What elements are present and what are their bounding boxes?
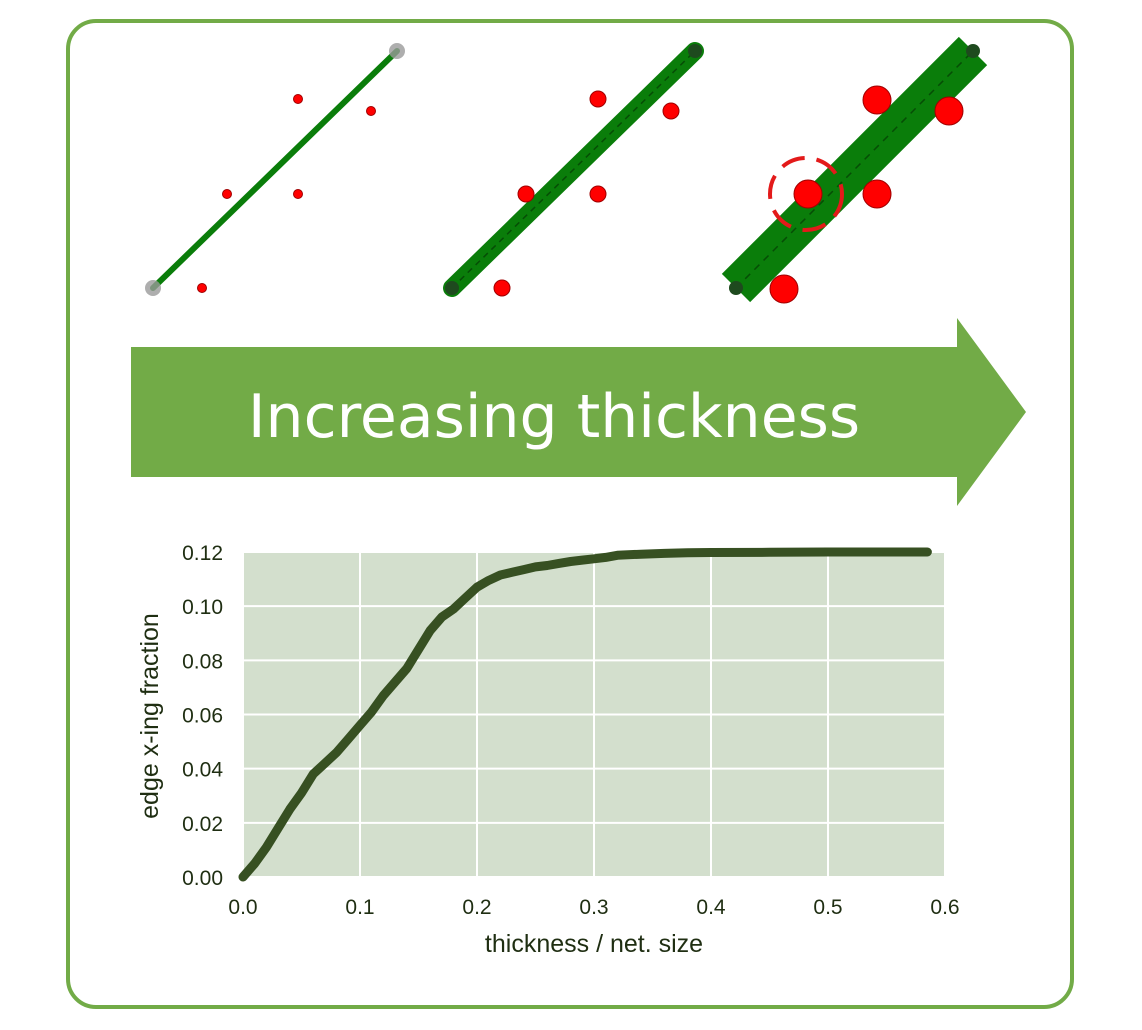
network-node — [293, 94, 303, 104]
y-tick-labels: 0.00 0.02 0.04 0.06 0.08 0.10 0.12 — [182, 542, 223, 890]
illustration-panel-medium — [443, 42, 704, 297]
illustration-panel-thin — [145, 43, 405, 296]
network-node — [793, 179, 823, 209]
banner-text: Increasing thickness — [248, 382, 860, 452]
network-node — [934, 96, 964, 126]
y-tick-label: 0.02 — [182, 813, 223, 836]
edge-endpoint — [688, 44, 702, 58]
crossing-highlight-circle — [768, 156, 844, 232]
edge-endpoint — [445, 281, 459, 295]
x-tick-label: 0.0 — [228, 896, 257, 919]
x-axis-label: thickness / net. size — [485, 930, 703, 958]
x-tick-labels: 0.0 0.1 0.2 0.3 0.4 0.5 0.6 — [228, 896, 959, 919]
network-node — [662, 102, 680, 120]
x-tick-label: 0.6 — [930, 896, 959, 919]
figure-frame — [66, 19, 1074, 1009]
network-edge — [150, 48, 400, 291]
network-node — [862, 179, 892, 209]
network-node — [222, 189, 232, 199]
network-node — [197, 283, 207, 293]
x-tick-label: 0.1 — [345, 896, 374, 919]
y-tick-label: 0.00 — [182, 867, 223, 890]
network-node — [293, 189, 303, 199]
grid — [242, 551, 946, 878]
illustration-panel-thick — [721, 36, 988, 304]
network-node — [862, 85, 892, 115]
y-axis-label: edge x-ing fraction — [136, 613, 164, 819]
network-node — [493, 279, 511, 297]
y-tick-label: 0.12 — [182, 542, 223, 565]
network-node — [589, 185, 607, 203]
y-tick-label: 0.08 — [182, 650, 223, 673]
edge-centerline — [735, 50, 974, 289]
y-tick-label: 0.06 — [182, 705, 223, 728]
edge-endpoint — [729, 281, 743, 295]
banner-arrow — [131, 318, 1026, 506]
x-tick-label: 0.4 — [696, 896, 726, 919]
network-node — [517, 185, 535, 203]
network-edge — [721, 36, 988, 303]
network-node — [589, 90, 607, 108]
edge-endpoint — [145, 280, 161, 296]
edge-endpoint — [389, 43, 405, 59]
x-tick-label: 0.2 — [462, 896, 491, 919]
series-line — [238, 547, 932, 882]
edge-endpoint — [966, 44, 980, 58]
edge-centerline — [451, 50, 696, 289]
x-tick-label: 0.3 — [579, 896, 608, 919]
line-chart: 0.0 0.1 0.2 0.3 0.4 0.5 0.6 0.000.020.040.060.… — [136, 542, 960, 958]
x-tick-label: 0.5 — [813, 896, 842, 919]
y-tick-label: 0.04 — [182, 759, 223, 782]
network-node — [769, 274, 799, 304]
y-tick-label: 0.10 — [182, 596, 223, 619]
network-node — [366, 106, 376, 116]
